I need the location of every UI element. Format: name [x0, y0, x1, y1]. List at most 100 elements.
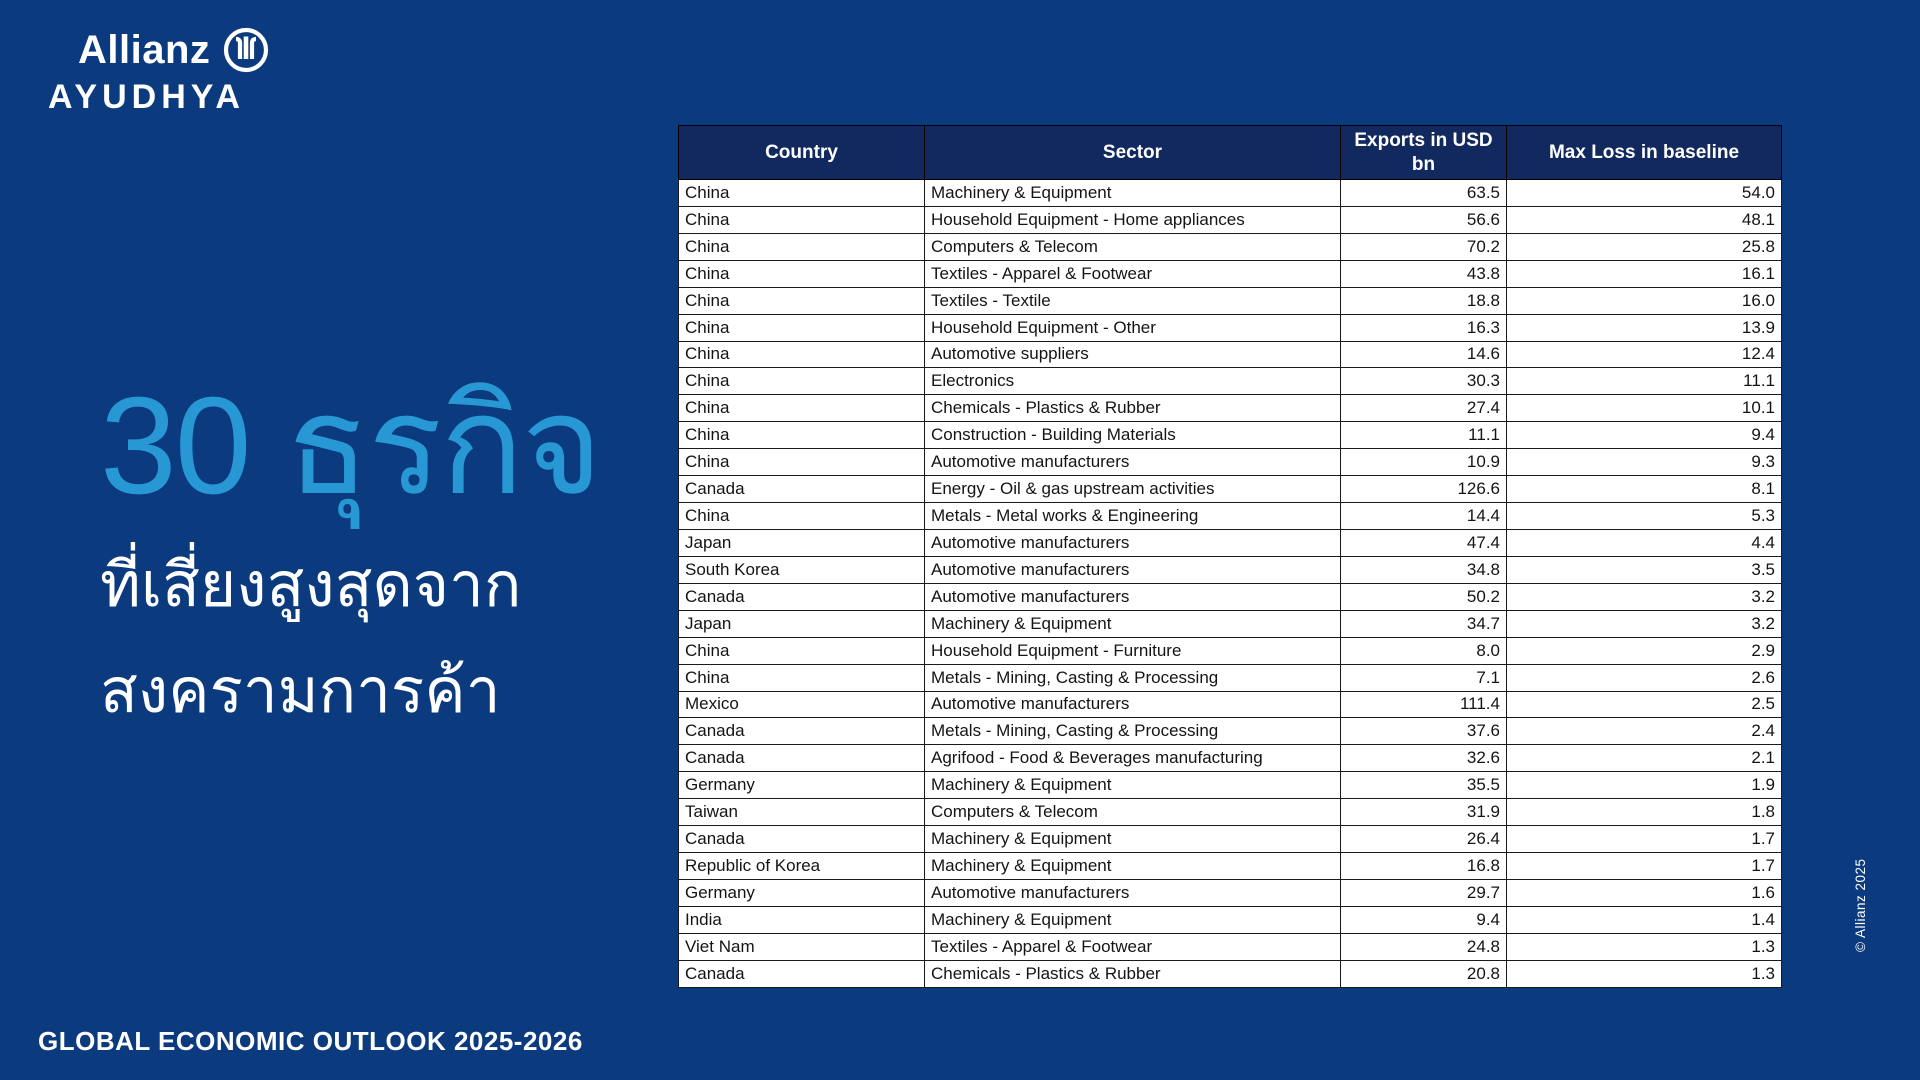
cell-country: Viet Nam — [678, 932, 925, 961]
column-header-max-loss: Max Loss in baseline — [1506, 125, 1782, 180]
cell-exports: 37.6 — [1340, 717, 1507, 746]
cell-sector: Machinery & Equipment — [924, 852, 1341, 880]
headline-number: 30 ธุรกิจ — [100, 369, 603, 523]
table-row: Taiwan Computers & Telecom 31.9 1.8 — [678, 798, 1782, 827]
cell-exports: 9.4 — [1340, 905, 1507, 934]
table-row: China Machinery & Equipment 63.5 54.0 — [678, 179, 1782, 207]
cell-max-loss: 2.1 — [1506, 744, 1782, 773]
cell-exports: 11.1 — [1340, 421, 1507, 450]
cell-max-loss: 9.3 — [1506, 448, 1782, 477]
cell-country: China — [678, 286, 925, 315]
brand-sub-name: AYUDHYA — [48, 78, 245, 116]
cell-sector: Automotive manufacturers — [924, 878, 1341, 907]
column-header-country: Country — [678, 125, 925, 180]
cell-country: China — [678, 448, 925, 477]
table-row: China Automotive manufacturers 10.9 9.3 — [678, 448, 1782, 477]
cell-sector: Computers & Telecom — [924, 798, 1341, 827]
cell-country: Canada — [678, 744, 925, 773]
cell-exports: 14.4 — [1340, 502, 1507, 530]
cell-exports: 126.6 — [1340, 475, 1507, 504]
cell-sector: Machinery & Equipment — [924, 905, 1341, 934]
table-row: China Metals - Metal works & Engineering… — [678, 502, 1782, 530]
brand-logo: Allianz AYUDHYA — [48, 26, 270, 117]
cell-max-loss: 1.3 — [1506, 932, 1782, 961]
cell-max-loss: 3.2 — [1506, 609, 1782, 638]
cell-sector: Construction - Building Materials — [924, 421, 1341, 450]
cell-country: Mexico — [678, 690, 925, 719]
table-row: China Computers & Telecom 70.2 25.8 — [678, 232, 1782, 261]
table-row: India Machinery & Equipment 9.4 1.4 — [678, 905, 1782, 934]
cell-exports: 10.9 — [1340, 448, 1507, 477]
cell-max-loss: 48.1 — [1506, 205, 1782, 234]
cell-country: China — [678, 259, 925, 288]
cell-exports: 20.8 — [1340, 959, 1507, 989]
cell-max-loss: 2.5 — [1506, 690, 1782, 719]
cell-exports: 50.2 — [1340, 582, 1507, 611]
cell-exports: 34.7 — [1340, 609, 1507, 638]
cell-max-loss: 2.4 — [1506, 717, 1782, 746]
cell-sector: Automotive manufacturers — [924, 582, 1341, 611]
cell-sector: Household Equipment - Furniture — [924, 636, 1341, 665]
cell-max-loss: 4.4 — [1506, 528, 1782, 557]
cell-sector: Machinery & Equipment — [924, 825, 1341, 854]
table-row: Viet Nam Textiles - Apparel & Footwear 2… — [678, 932, 1782, 961]
cell-sector: Computers & Telecom — [924, 232, 1341, 261]
cell-max-loss: 1.3 — [1506, 959, 1782, 989]
headline-line-2: ที่เสี่ยงสูงสุดจาก — [100, 550, 522, 620]
table-row: China Chemicals - Plastics & Rubber 27.4… — [678, 394, 1782, 423]
cell-country: China — [678, 340, 925, 369]
cell-country: Taiwan — [678, 798, 925, 827]
cell-country: China — [678, 663, 925, 692]
cell-max-loss: 13.9 — [1506, 313, 1782, 342]
cell-country: China — [678, 313, 925, 342]
brand-name: Allianz — [78, 27, 211, 72]
cell-sector: Electronics — [924, 367, 1341, 396]
cell-country: China — [678, 636, 925, 665]
table-row: Canada Energy - Oil & gas upstream activ… — [678, 475, 1782, 504]
cell-sector: Automotive manufacturers — [924, 448, 1341, 477]
cell-exports: 18.8 — [1340, 286, 1507, 315]
table-row: Canada Automotive manufacturers 50.2 3.2 — [678, 582, 1782, 611]
cell-sector: Chemicals - Plastics & Rubber — [924, 959, 1341, 989]
cell-max-loss: 2.6 — [1506, 663, 1782, 692]
cell-sector: Automotive manufacturers — [924, 690, 1341, 719]
cell-exports: 26.4 — [1340, 825, 1507, 854]
cell-sector: Household Equipment - Home appliances — [924, 205, 1341, 234]
headline-block: 30 ธุรกิจ ที่เสี่ยงสูงสุดจาก สงครามการค้… — [100, 360, 700, 746]
cell-country: Canada — [678, 959, 925, 989]
cell-sector: Household Equipment - Other — [924, 313, 1341, 342]
cell-country: Canada — [678, 475, 925, 504]
cell-exports: 30.3 — [1340, 367, 1507, 396]
table-row: Canada Machinery & Equipment 26.4 1.7 — [678, 825, 1782, 854]
cell-sector: Textiles - Textile — [924, 286, 1341, 315]
table-row: Germany Machinery & Equipment 35.5 1.9 — [678, 771, 1782, 800]
allianz-eagle-icon — [222, 26, 270, 74]
cell-country: Japan — [678, 609, 925, 638]
cell-exports: 32.6 — [1340, 744, 1507, 773]
cell-country: Canada — [678, 825, 925, 854]
cell-max-loss: 1.9 — [1506, 771, 1782, 800]
risk-table: Country Sector Exports in USD bn Max Los… — [678, 125, 1782, 989]
column-header-exports: Exports in USD bn — [1340, 125, 1507, 180]
cell-country: China — [678, 394, 925, 423]
cell-max-loss: 12.4 — [1506, 340, 1782, 369]
cell-exports: 70.2 — [1340, 232, 1507, 261]
cell-max-loss: 1.7 — [1506, 852, 1782, 880]
cell-exports: 34.8 — [1340, 555, 1507, 584]
table-row: China Electronics 30.3 11.1 — [678, 367, 1782, 396]
cell-exports: 56.6 — [1340, 205, 1507, 234]
cell-sector: Metals - Mining, Casting & Processing — [924, 663, 1341, 692]
cell-country: China — [678, 502, 925, 530]
cell-country: South Korea — [678, 555, 925, 584]
cell-max-loss: 16.1 — [1506, 259, 1782, 288]
cell-exports: 47.4 — [1340, 528, 1507, 557]
cell-exports: 31.9 — [1340, 798, 1507, 827]
cell-max-loss: 16.0 — [1506, 286, 1782, 315]
cell-max-loss: 3.5 — [1506, 555, 1782, 584]
table-row: China Automotive suppliers 14.6 12.4 — [678, 340, 1782, 369]
table-row: Republic of Korea Machinery & Equipment … — [678, 852, 1782, 880]
cell-exports: 111.4 — [1340, 690, 1507, 719]
cell-sector: Machinery & Equipment — [924, 609, 1341, 638]
cell-sector: Chemicals - Plastics & Rubber — [924, 394, 1341, 423]
cell-country: China — [678, 367, 925, 396]
